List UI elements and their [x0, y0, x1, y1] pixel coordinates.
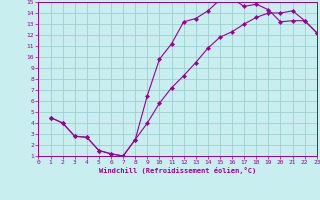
X-axis label: Windchill (Refroidissement éolien,°C): Windchill (Refroidissement éolien,°C): [99, 167, 256, 174]
